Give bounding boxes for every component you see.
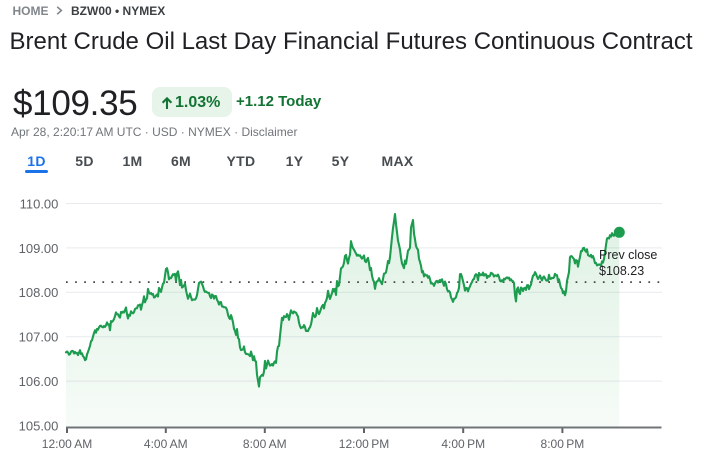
svg-text:8:00 PM: 8:00 PM [541,437,585,451]
svg-text:109.00: 109.00 [19,241,59,256]
svg-text:106.00: 106.00 [19,374,59,389]
svg-text:8:00 AM: 8:00 AM [243,437,287,451]
svg-text:105.00: 105.00 [19,418,59,433]
svg-text:12:00 PM: 12:00 PM [339,437,389,451]
svg-text:107.00: 107.00 [19,330,59,345]
svg-text:4:00 AM: 4:00 AM [144,437,188,451]
svg-text:4:00 PM: 4:00 PM [441,437,485,451]
svg-text:108.00: 108.00 [19,285,59,300]
svg-text:12:00 AM: 12:00 AM [42,437,92,451]
svg-text:110.00: 110.00 [20,196,59,211]
